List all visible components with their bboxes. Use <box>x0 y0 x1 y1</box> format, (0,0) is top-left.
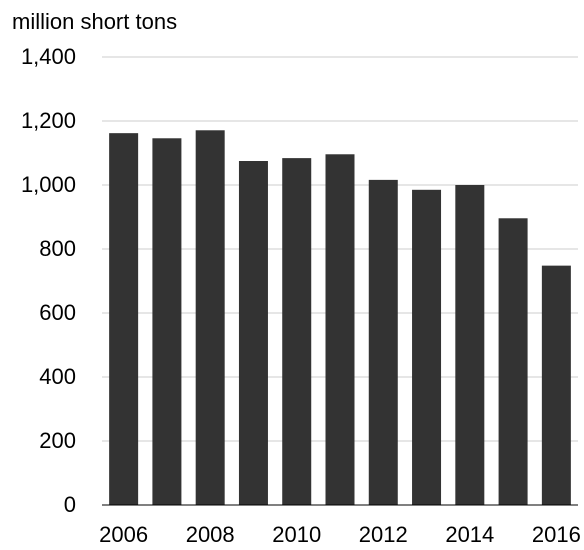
y-axis-ticks: 0 200 400 600 800 1,000 1,200 1,400 <box>21 44 76 517</box>
y-tick-label: 0 <box>64 492 76 517</box>
y-tick-label: 1,000 <box>21 172 76 197</box>
y-tick-label: 400 <box>39 364 76 389</box>
x-tick-label: 2016 <box>532 522 581 547</box>
y-tick-label: 800 <box>39 236 76 261</box>
y-tick-label: 200 <box>39 428 76 453</box>
bar-2008 <box>195 130 225 505</box>
y-tick-label: 600 <box>39 300 76 325</box>
bars <box>109 130 571 506</box>
bar-2007 <box>152 138 182 505</box>
bar-2006 <box>109 133 139 505</box>
bar-2013 <box>412 189 442 506</box>
x-tick-label: 2014 <box>445 522 494 547</box>
y-tick-label: 1,400 <box>21 44 76 69</box>
bar-2011 <box>325 154 355 505</box>
bar-2009 <box>238 161 268 505</box>
bar-2016 <box>541 265 571 505</box>
bar-2015 <box>498 218 528 505</box>
bar-2012 <box>368 179 398 505</box>
bar-2010 <box>282 158 312 505</box>
y-axis-unit-label: million short tons <box>12 9 177 34</box>
x-tick-label: 2008 <box>186 522 235 547</box>
x-tick-label: 2010 <box>272 522 321 547</box>
x-tick-label: 2012 <box>359 522 408 547</box>
x-axis-ticks: 2006 2008 2010 2012 2014 2016 <box>99 522 581 547</box>
x-tick-label: 2006 <box>99 522 148 547</box>
y-tick-label: 1,200 <box>21 108 76 133</box>
bar-2014 <box>455 185 485 505</box>
